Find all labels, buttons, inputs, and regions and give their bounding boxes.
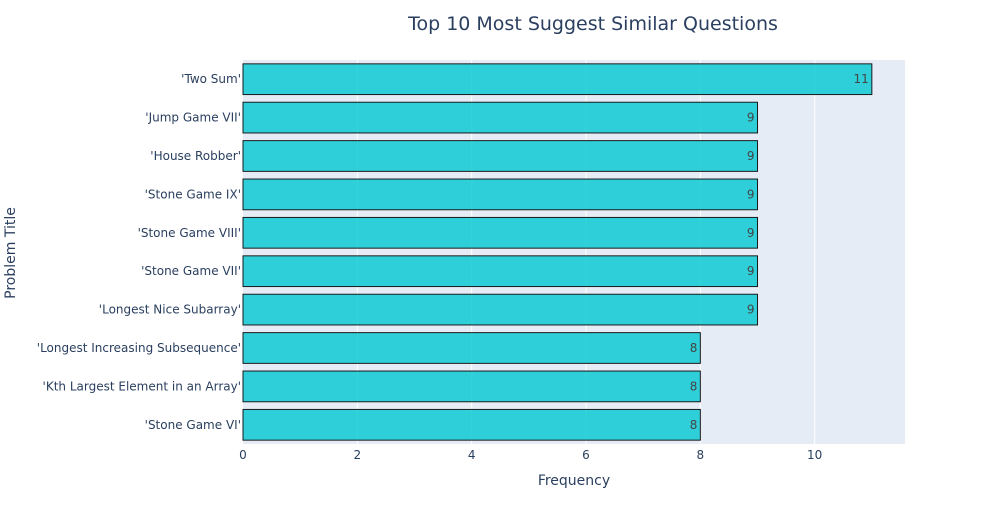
bar-value-label: 9 [747,111,755,125]
x-tick-labels: 0 2 4 6 8 10 [239,448,822,462]
y-tick-label: 'Stone Game VI' [145,418,241,432]
bar-value-label: 9 [747,187,755,201]
bar-value-label: 9 [747,303,755,317]
y-tick-label: 'Longest Nice Subarray' [99,303,241,317]
y-tick-label: 'House Robber' [150,149,241,163]
x-axis-title: Frequency [538,473,610,489]
x-tick-label: 10 [807,448,822,462]
bar-value-label: 9 [747,149,755,163]
bar [242,101,759,134]
bar [242,255,759,288]
bar [242,178,759,211]
bar-value-label: 9 [747,264,755,278]
x-tick-label: 2 [354,448,362,462]
bar-value-label: 11 [854,72,869,86]
bars: 11 9 9 9 9 9 9 8 8 8 [242,63,873,441]
y-tick-labels: 'Two Sum' 'Jump Game VII' 'House Robber' 'S… [37,72,241,432]
chart-title: Top 10 Most Suggest Similar Questions [407,13,778,35]
y-tick-label: 'Stone Game IX' [145,187,241,201]
x-tick-label: 0 [239,448,247,462]
bar-value-label: 8 [690,418,698,432]
bar-value-label: 8 [690,341,698,355]
y-tick-label: 'Two Sum' [181,72,241,86]
y-tick-label: 'Stone Game VIII' [138,226,241,240]
y-axis-title: Problem Title [3,207,19,299]
y-tick-label: 'Stone Game VII' [141,264,241,278]
x-tick-label: 8 [697,448,705,462]
bar [242,408,701,441]
y-tick-label: 'Jump Game VII' [145,111,241,125]
bar [242,216,759,249]
y-tick-label: 'Kth Largest Element in an Array' [43,379,241,393]
bar-value-label: 9 [747,226,755,240]
bar [242,332,701,364]
bar [242,63,873,96]
bar [242,140,759,172]
y-tick-label: 'Longest Increasing Subsequence' [37,341,241,355]
x-tick-label: 6 [582,448,590,462]
bar [242,370,701,403]
x-tick-label: 4 [468,448,476,462]
bar-value-label: 8 [690,379,698,393]
bar [242,293,759,326]
